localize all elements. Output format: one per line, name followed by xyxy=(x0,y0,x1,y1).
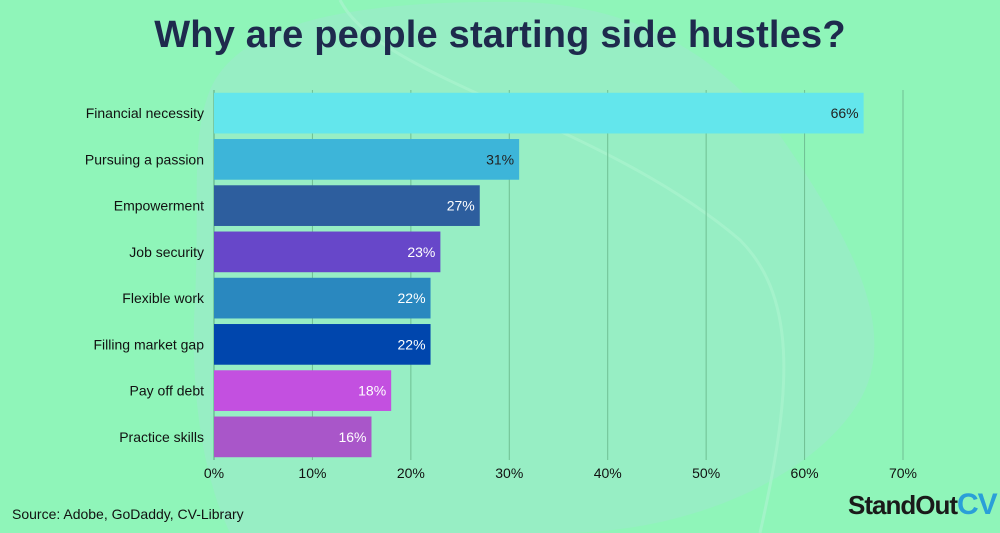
x-tick-label: 50% xyxy=(692,465,720,481)
bar xyxy=(214,139,520,180)
bar xyxy=(214,231,441,273)
source-note: Source: Adobe, GoDaddy, CV-Library xyxy=(12,506,244,522)
bar xyxy=(214,92,864,134)
category-label: Filling market gap xyxy=(94,336,205,352)
x-tick-label: 30% xyxy=(495,465,523,481)
category-label: Practice skills xyxy=(119,429,204,445)
x-tick-label: 20% xyxy=(397,465,425,481)
category-label: Pay off debt xyxy=(130,383,205,399)
x-tick-label: 70% xyxy=(889,465,917,481)
category-label: Pursuing a passion xyxy=(85,151,204,167)
data-label: 66% xyxy=(831,105,859,121)
category-label: Job security xyxy=(129,244,204,260)
category-label: Empowerment xyxy=(114,198,204,214)
logo-accent-text: CV xyxy=(957,488,998,521)
bar xyxy=(214,416,372,458)
data-label: 16% xyxy=(338,429,366,445)
x-tick-label: 10% xyxy=(298,465,326,481)
category-label: Financial necessity xyxy=(86,105,204,121)
category-label: Flexible work xyxy=(122,290,205,306)
data-label: 27% xyxy=(447,198,475,214)
x-tick-label: 0% xyxy=(204,465,224,481)
data-label: 18% xyxy=(358,383,386,399)
bar xyxy=(214,324,431,365)
bar xyxy=(214,370,392,411)
bar xyxy=(214,185,480,226)
x-tick-label: 40% xyxy=(594,465,622,481)
logo-text: StandOut xyxy=(848,490,958,520)
x-tick-label: 60% xyxy=(791,465,819,481)
data-label: 22% xyxy=(398,290,426,306)
data-label: 23% xyxy=(407,244,435,260)
bar xyxy=(214,277,431,319)
data-label: 31% xyxy=(486,151,514,167)
chart-title: Why are people starting side hustles? xyxy=(154,14,846,56)
standout-cv-logo[interactable]: StandOutCV xyxy=(848,488,998,522)
data-label: 22% xyxy=(398,336,426,352)
